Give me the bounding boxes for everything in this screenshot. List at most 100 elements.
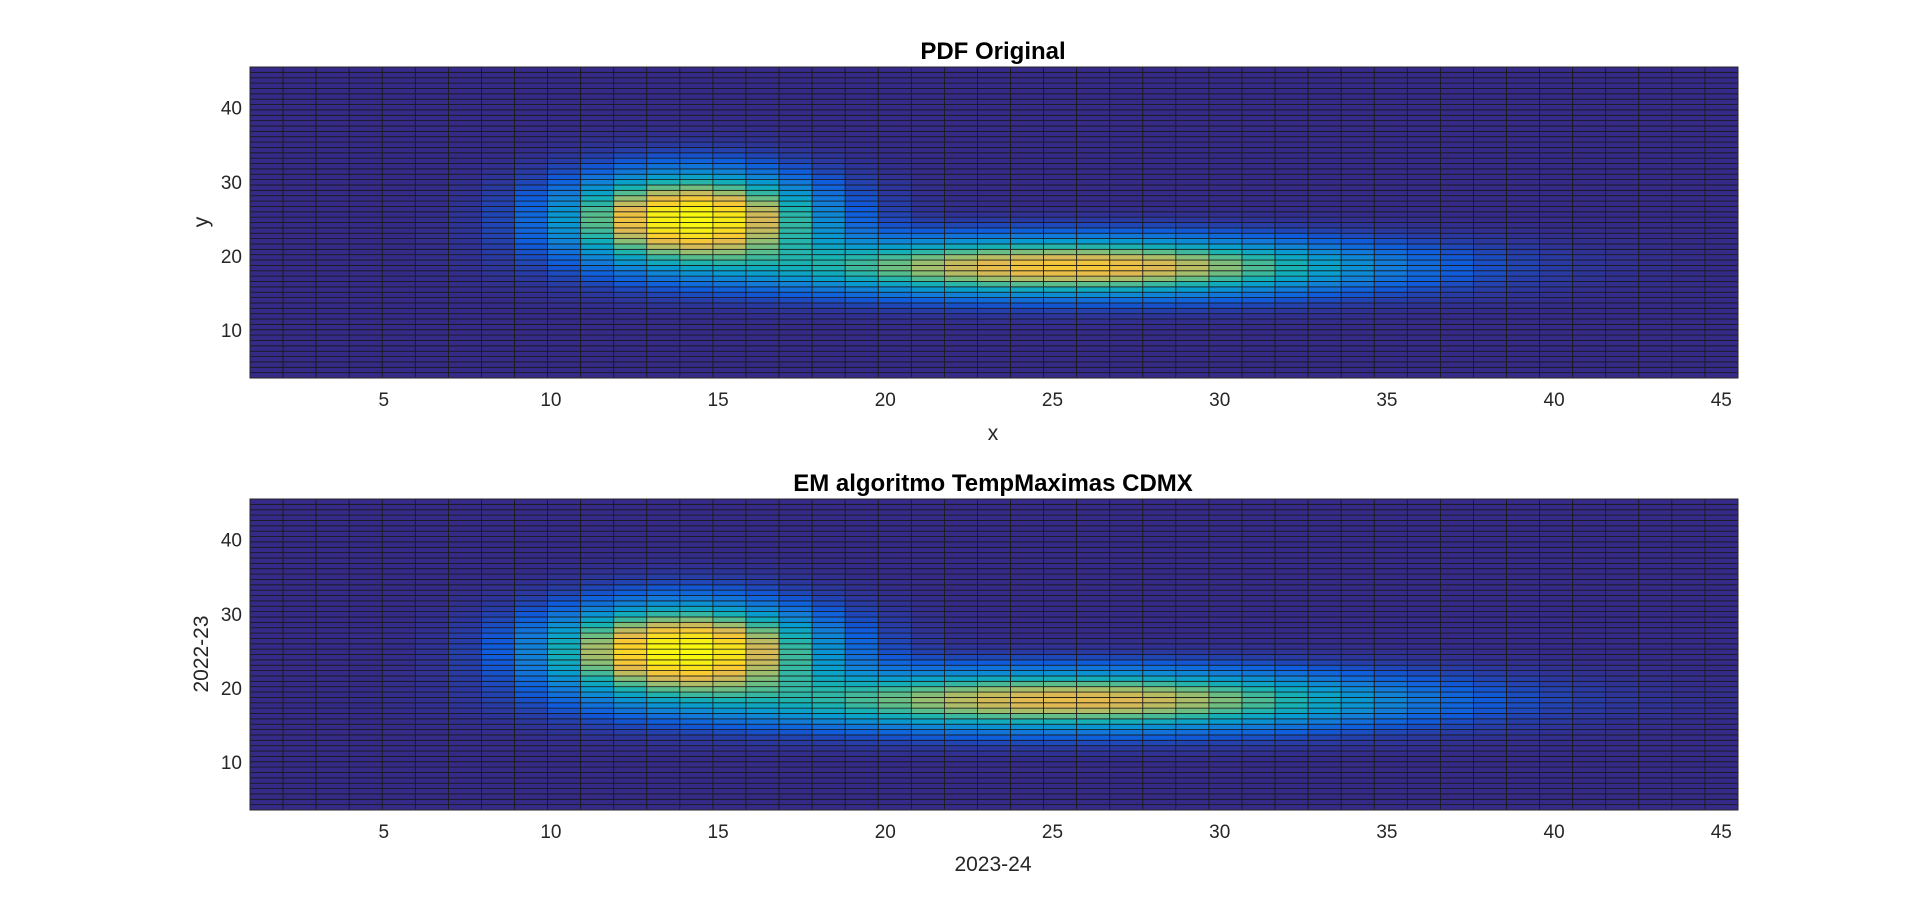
heatmap-cell xyxy=(844,350,879,357)
heatmap-cell xyxy=(712,313,747,320)
heatmap-cell xyxy=(249,179,284,186)
heatmap-cell xyxy=(1572,595,1607,602)
heatmap-cell xyxy=(1539,82,1574,89)
heatmap-cell xyxy=(1241,702,1276,709)
heatmap-cell xyxy=(547,147,582,154)
heatmap-cell xyxy=(910,686,945,693)
heatmap-cell xyxy=(613,804,648,811)
heatmap-cell xyxy=(414,93,449,100)
heatmap-cell xyxy=(481,562,515,570)
heatmap-cell xyxy=(944,766,978,773)
heatmap-cell xyxy=(1109,713,1144,720)
heatmap-cell xyxy=(381,541,416,548)
heatmap-cell xyxy=(1671,152,1706,159)
heatmap-cell xyxy=(1175,291,1210,298)
heatmap-cell xyxy=(1340,173,1375,181)
heatmap-cell xyxy=(249,173,284,181)
heatmap-cell xyxy=(514,530,549,537)
heatmap-cell xyxy=(1076,243,1111,250)
heatmap-cell xyxy=(1539,152,1574,159)
heatmap-cell xyxy=(1605,616,1640,623)
heatmap-cell xyxy=(381,88,416,95)
heatmap-cell xyxy=(580,568,615,575)
heatmap-cell xyxy=(712,254,747,261)
heatmap-cell xyxy=(1274,536,1309,543)
heatmap-cell xyxy=(414,664,449,671)
heatmap-cell xyxy=(977,372,1011,379)
heatmap-cell xyxy=(1506,755,1541,763)
heatmap-cell xyxy=(1440,136,1474,143)
heatmap-cell xyxy=(580,227,615,234)
heatmap-cell xyxy=(1473,334,1507,341)
heatmap-cell xyxy=(348,286,383,293)
heatmap-cell xyxy=(580,723,615,730)
heatmap-cell xyxy=(1605,541,1640,548)
heatmap-cell xyxy=(910,739,945,747)
heatmap-cell xyxy=(1638,71,1673,79)
heatmap-cell xyxy=(877,163,912,170)
heatmap-cell xyxy=(1241,804,1276,811)
heatmap-cell xyxy=(877,573,912,580)
heatmap-cell xyxy=(712,114,747,122)
heatmap-cell xyxy=(1241,670,1276,677)
heatmap-cell xyxy=(1539,541,1574,548)
heatmap-cell xyxy=(1142,238,1177,245)
heatmap-cell xyxy=(1406,248,1441,256)
heatmap-cell xyxy=(1605,130,1640,138)
heatmap-cell xyxy=(745,248,780,256)
heatmap-cell xyxy=(844,114,879,122)
heatmap-cell xyxy=(1406,216,1441,223)
heatmap-cell xyxy=(1109,782,1144,789)
heatmap-cell xyxy=(249,546,284,554)
heatmap-cell xyxy=(1076,82,1111,89)
heatmap-cell xyxy=(381,329,416,336)
heatmap-cell xyxy=(712,340,747,347)
heatmap-cell xyxy=(1572,691,1607,698)
heatmap-cell xyxy=(613,777,648,784)
heatmap-cell xyxy=(1274,307,1309,315)
heatmap-cell xyxy=(712,686,747,693)
heatmap-cell xyxy=(745,222,780,229)
heatmap-cell xyxy=(679,611,714,618)
heatmap-cell xyxy=(1605,573,1640,580)
heatmap-cell xyxy=(315,616,350,623)
heatmap-cell xyxy=(1175,329,1210,336)
heatmap-cell xyxy=(1638,356,1673,363)
heatmap-cell xyxy=(1440,302,1474,309)
heatmap-cell xyxy=(1539,345,1574,352)
heatmap-cell xyxy=(1340,88,1375,95)
heatmap-cell xyxy=(1605,157,1640,164)
heatmap-cell xyxy=(580,530,615,537)
heatmap-cell xyxy=(977,804,1011,811)
heatmap-cell xyxy=(1208,595,1243,602)
heatmap-cell xyxy=(1671,761,1706,768)
heatmap-cell xyxy=(1340,248,1375,256)
heatmap-cell xyxy=(1307,264,1342,272)
heatmap-cell xyxy=(646,573,681,580)
heatmap-cell xyxy=(249,573,284,580)
heatmap-cell xyxy=(249,568,284,575)
heatmap-cell xyxy=(910,798,945,806)
heatmap-cell xyxy=(447,600,482,607)
heatmap-cell xyxy=(1572,307,1607,315)
heatmap-cell xyxy=(1440,697,1474,704)
heatmap-cell xyxy=(447,536,482,543)
chart-title: EM algoritmo TempMaximas CDMX xyxy=(793,470,1193,497)
heatmap-cell xyxy=(1506,680,1541,688)
heatmap-cell xyxy=(646,297,681,304)
heatmap-cell xyxy=(778,184,813,191)
heatmap-cell xyxy=(1076,184,1111,191)
heatmap-cell xyxy=(1010,248,1045,256)
heatmap-cell xyxy=(1506,307,1541,315)
heatmap-cell xyxy=(249,755,284,763)
heatmap-cell xyxy=(348,573,383,580)
heatmap-cell xyxy=(481,611,515,618)
heatmap-cell xyxy=(1572,345,1607,352)
heatmap-cell xyxy=(679,718,714,725)
heatmap-cell xyxy=(877,356,912,363)
heatmap-cell xyxy=(1109,616,1144,623)
heatmap-cell xyxy=(1109,216,1144,223)
heatmap-cell xyxy=(447,675,482,682)
heatmap-cell xyxy=(1539,318,1574,325)
heatmap-cell xyxy=(1671,297,1706,304)
